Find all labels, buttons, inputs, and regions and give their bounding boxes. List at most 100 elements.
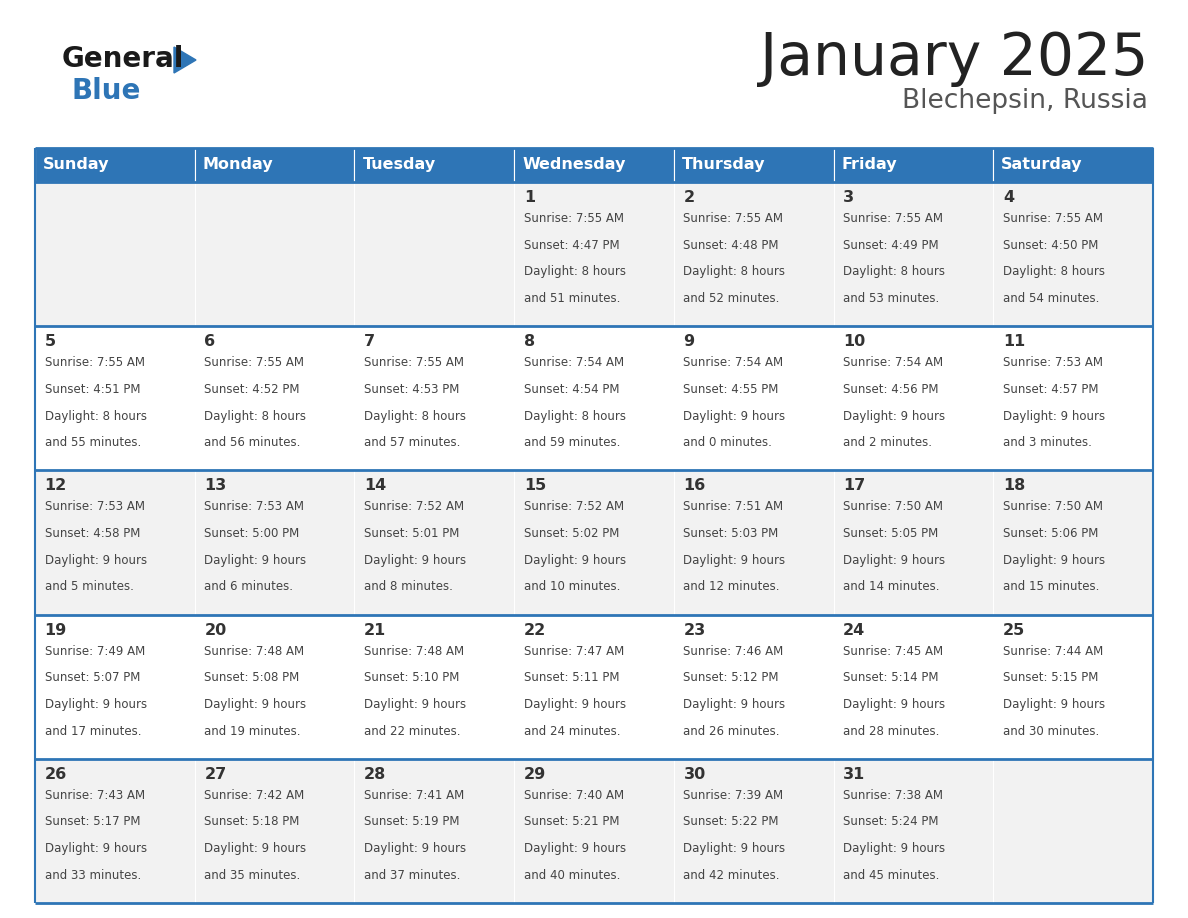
- Bar: [354, 759, 514, 903]
- Text: Sunset: 5:03 PM: Sunset: 5:03 PM: [683, 527, 778, 540]
- Text: Daylight: 8 hours: Daylight: 8 hours: [683, 265, 785, 278]
- Text: 7: 7: [364, 334, 375, 349]
- Text: Sunset: 5:22 PM: Sunset: 5:22 PM: [683, 815, 779, 828]
- Text: Saturday: Saturday: [1001, 158, 1082, 173]
- Text: and 59 minutes.: and 59 minutes.: [524, 436, 620, 449]
- Text: Sunrise: 7:54 AM: Sunrise: 7:54 AM: [524, 356, 624, 369]
- Text: 27: 27: [204, 767, 227, 782]
- Text: 23: 23: [683, 622, 706, 638]
- Bar: [354, 148, 514, 182]
- Text: 5: 5: [45, 334, 56, 349]
- Text: 3: 3: [843, 190, 854, 205]
- Bar: [354, 614, 514, 759]
- Text: and 54 minutes.: and 54 minutes.: [1003, 292, 1099, 305]
- Text: Sunrise: 7:50 AM: Sunrise: 7:50 AM: [843, 500, 943, 513]
- Bar: [834, 759, 993, 903]
- Bar: [993, 182, 1154, 326]
- Bar: [195, 182, 354, 326]
- Bar: [195, 148, 354, 182]
- Text: Daylight: 9 hours: Daylight: 9 hours: [1003, 698, 1105, 711]
- Bar: [834, 182, 993, 326]
- Text: and 19 minutes.: and 19 minutes.: [204, 724, 301, 738]
- Text: Sunrise: 7:44 AM: Sunrise: 7:44 AM: [1003, 644, 1104, 657]
- Text: Sunrise: 7:47 AM: Sunrise: 7:47 AM: [524, 644, 624, 657]
- Text: and 10 minutes.: and 10 minutes.: [524, 580, 620, 593]
- Text: Sunset: 5:00 PM: Sunset: 5:00 PM: [204, 527, 299, 540]
- Text: and 15 minutes.: and 15 minutes.: [1003, 580, 1099, 593]
- Text: Daylight: 9 hours: Daylight: 9 hours: [843, 409, 946, 422]
- Text: Daylight: 9 hours: Daylight: 9 hours: [1003, 409, 1105, 422]
- Text: Sunday: Sunday: [43, 158, 109, 173]
- Text: and 56 minutes.: and 56 minutes.: [204, 436, 301, 449]
- Text: 9: 9: [683, 334, 695, 349]
- Text: Daylight: 8 hours: Daylight: 8 hours: [524, 409, 626, 422]
- Bar: [674, 326, 834, 470]
- Text: Sunrise: 7:52 AM: Sunrise: 7:52 AM: [364, 500, 465, 513]
- Text: Sunrise: 7:55 AM: Sunrise: 7:55 AM: [524, 212, 624, 225]
- Bar: [34, 470, 195, 614]
- Text: Sunrise: 7:55 AM: Sunrise: 7:55 AM: [1003, 212, 1102, 225]
- Text: 14: 14: [364, 478, 386, 493]
- Bar: [354, 470, 514, 614]
- Text: Sunrise: 7:42 AM: Sunrise: 7:42 AM: [204, 789, 304, 801]
- Text: and 24 minutes.: and 24 minutes.: [524, 724, 620, 738]
- Text: Blechepsin, Russia: Blechepsin, Russia: [902, 88, 1148, 114]
- Text: Sunrise: 7:50 AM: Sunrise: 7:50 AM: [1003, 500, 1102, 513]
- Text: 29: 29: [524, 767, 546, 782]
- Text: and 12 minutes.: and 12 minutes.: [683, 580, 781, 593]
- Text: 6: 6: [204, 334, 215, 349]
- Text: Daylight: 9 hours: Daylight: 9 hours: [843, 842, 946, 856]
- Text: Sunset: 5:07 PM: Sunset: 5:07 PM: [45, 671, 140, 684]
- Text: Sunrise: 7:55 AM: Sunrise: 7:55 AM: [843, 212, 943, 225]
- Text: Daylight: 8 hours: Daylight: 8 hours: [843, 265, 946, 278]
- Text: and 42 minutes.: and 42 minutes.: [683, 868, 781, 882]
- Bar: [514, 326, 674, 470]
- Text: Sunrise: 7:48 AM: Sunrise: 7:48 AM: [204, 644, 304, 657]
- Text: and 33 minutes.: and 33 minutes.: [45, 868, 141, 882]
- Bar: [674, 182, 834, 326]
- Text: and 40 minutes.: and 40 minutes.: [524, 868, 620, 882]
- Text: 25: 25: [1003, 622, 1025, 638]
- Text: Daylight: 9 hours: Daylight: 9 hours: [524, 554, 626, 566]
- Text: Daylight: 9 hours: Daylight: 9 hours: [843, 554, 946, 566]
- Text: Sunrise: 7:54 AM: Sunrise: 7:54 AM: [843, 356, 943, 369]
- Text: Sunset: 4:47 PM: Sunset: 4:47 PM: [524, 239, 619, 252]
- Text: Sunset: 5:11 PM: Sunset: 5:11 PM: [524, 671, 619, 684]
- Text: Daylight: 9 hours: Daylight: 9 hours: [683, 409, 785, 422]
- Text: Sunset: 5:05 PM: Sunset: 5:05 PM: [843, 527, 939, 540]
- Text: Sunrise: 7:40 AM: Sunrise: 7:40 AM: [524, 789, 624, 801]
- Text: 15: 15: [524, 478, 546, 493]
- Text: Sunrise: 7:45 AM: Sunrise: 7:45 AM: [843, 644, 943, 657]
- Text: Sunrise: 7:55 AM: Sunrise: 7:55 AM: [204, 356, 304, 369]
- Bar: [514, 759, 674, 903]
- Text: Sunrise: 7:51 AM: Sunrise: 7:51 AM: [683, 500, 784, 513]
- Text: 26: 26: [45, 767, 67, 782]
- Text: January 2025: January 2025: [759, 30, 1148, 87]
- Text: Sunset: 5:14 PM: Sunset: 5:14 PM: [843, 671, 939, 684]
- Text: and 55 minutes.: and 55 minutes.: [45, 436, 141, 449]
- Text: Daylight: 8 hours: Daylight: 8 hours: [45, 409, 146, 422]
- Bar: [34, 326, 195, 470]
- Bar: [195, 326, 354, 470]
- Bar: [34, 182, 195, 326]
- Text: and 14 minutes.: and 14 minutes.: [843, 580, 940, 593]
- Text: Friday: Friday: [841, 158, 897, 173]
- Text: Sunset: 5:12 PM: Sunset: 5:12 PM: [683, 671, 779, 684]
- Text: 28: 28: [364, 767, 386, 782]
- Text: Sunset: 5:08 PM: Sunset: 5:08 PM: [204, 671, 299, 684]
- Text: Daylight: 9 hours: Daylight: 9 hours: [843, 698, 946, 711]
- Text: and 5 minutes.: and 5 minutes.: [45, 580, 133, 593]
- Bar: [834, 614, 993, 759]
- Bar: [674, 614, 834, 759]
- Bar: [514, 148, 674, 182]
- Text: 22: 22: [524, 622, 546, 638]
- Text: 12: 12: [45, 478, 67, 493]
- Text: 18: 18: [1003, 478, 1025, 493]
- Text: Blue: Blue: [72, 77, 141, 105]
- Bar: [34, 614, 195, 759]
- Text: and 57 minutes.: and 57 minutes.: [364, 436, 461, 449]
- Text: Sunset: 4:57 PM: Sunset: 4:57 PM: [1003, 383, 1099, 396]
- Text: Sunrise: 7:55 AM: Sunrise: 7:55 AM: [364, 356, 465, 369]
- Bar: [195, 470, 354, 614]
- Text: Sunrise: 7:53 AM: Sunrise: 7:53 AM: [45, 500, 145, 513]
